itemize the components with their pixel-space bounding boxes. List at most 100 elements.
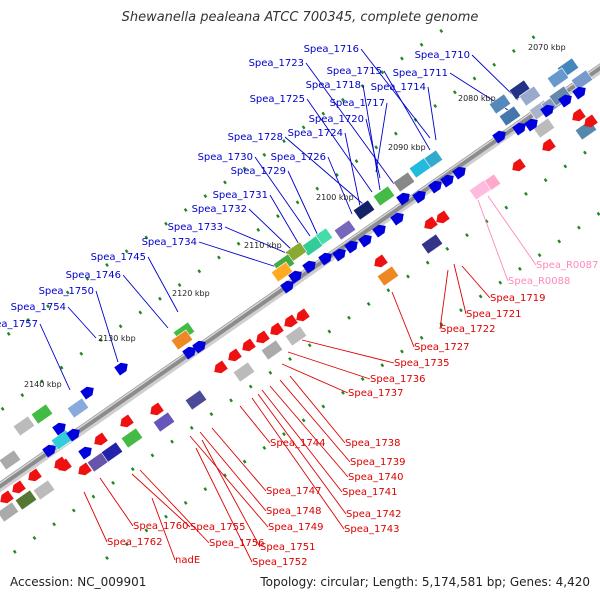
gene-label: Spea_1741 xyxy=(342,487,397,498)
gene-label: Spea_1744 xyxy=(270,438,325,449)
tick-dot xyxy=(12,549,17,554)
tick-dot xyxy=(406,274,410,279)
leader-line xyxy=(365,118,381,179)
tick-dot xyxy=(46,304,50,309)
tick-dot xyxy=(6,331,11,336)
gene-label: Spea_1745 xyxy=(91,252,146,263)
gene-label: Spea_1755 xyxy=(190,522,245,533)
gene-box xyxy=(420,233,444,255)
gene-label: Spea_1760 xyxy=(133,521,188,532)
leader-line xyxy=(427,86,437,141)
leader-line xyxy=(439,269,449,330)
tick-dot xyxy=(236,241,241,246)
gene-label: Spea_1731 xyxy=(213,190,268,201)
forward-gene-arrow xyxy=(66,428,80,442)
forward-gene-arrow xyxy=(80,386,94,400)
leader-line xyxy=(67,306,97,339)
gene-label: Spea_1728 xyxy=(228,132,283,143)
tick-dot xyxy=(459,308,463,313)
forward-gene-arrow xyxy=(288,270,302,284)
gene-box xyxy=(408,157,432,179)
forward-gene-arrow xyxy=(492,130,506,144)
tick-dot xyxy=(327,329,332,334)
gene-label: Spea_1721 xyxy=(466,309,521,320)
forward-gene-arrow xyxy=(390,212,404,226)
gene-box xyxy=(14,489,38,511)
tick-dot xyxy=(262,152,267,157)
tick-dot xyxy=(439,29,444,34)
tick-dot xyxy=(465,233,469,238)
tick-dot xyxy=(307,343,312,348)
gene-label: Spea_1743 xyxy=(344,524,399,535)
reverse-gene-arrow xyxy=(424,216,438,230)
gene-box xyxy=(488,93,512,115)
leader-line xyxy=(360,48,431,139)
tick-dot xyxy=(419,42,424,47)
tick-dot xyxy=(557,239,562,244)
gene-label: Spea_1715 xyxy=(327,66,382,77)
tick-dot xyxy=(563,164,568,169)
tick-dot xyxy=(315,186,320,191)
leader-line xyxy=(239,405,271,444)
tick-dot xyxy=(301,418,306,423)
reverse-gene-arrow xyxy=(150,402,164,416)
tick-dot xyxy=(209,412,214,417)
tick-dot xyxy=(124,249,129,254)
gene-box xyxy=(30,403,54,425)
leader-line xyxy=(257,393,347,515)
gene-box xyxy=(352,199,376,221)
gene-label: Spea_1746 xyxy=(66,270,121,281)
tick-dot xyxy=(400,349,404,354)
dotted-line-2 xyxy=(12,150,587,554)
tick-dot xyxy=(504,205,509,210)
gene-label: Spea_R0087 xyxy=(536,260,598,271)
leader-line xyxy=(375,102,388,173)
tick-dot xyxy=(537,253,542,258)
leader-line xyxy=(201,439,261,548)
gene-label: Spea_R0088 xyxy=(508,276,570,287)
tick-dot xyxy=(354,159,359,164)
leader-line xyxy=(151,497,176,561)
leader-line xyxy=(189,435,269,528)
gene-box xyxy=(532,117,556,139)
gene-label: nadE xyxy=(175,555,200,566)
tick-dot xyxy=(65,290,70,295)
tick-dot xyxy=(52,522,57,527)
leader-line xyxy=(471,54,519,101)
gene-box xyxy=(0,449,22,471)
gene-label: Spea_1725 xyxy=(250,94,305,105)
gene-label: Spea_1762 xyxy=(107,537,162,548)
reverse-gene-arrow xyxy=(120,414,134,428)
tick-dot xyxy=(531,35,536,40)
forward-gene-arrow xyxy=(440,174,454,188)
reverse-gene-arrow xyxy=(374,254,388,268)
leader-line xyxy=(301,339,395,364)
reverse-gene-arrow xyxy=(584,114,598,128)
gene-box xyxy=(333,219,357,241)
tick-dot xyxy=(321,404,326,409)
tick-dot xyxy=(445,246,450,251)
leader-line xyxy=(199,431,267,512)
tick-dot xyxy=(40,379,44,384)
tick-dot xyxy=(242,459,247,464)
gene-box xyxy=(270,261,294,283)
tick-dot xyxy=(203,194,208,199)
forward-gene-arrow xyxy=(42,444,56,458)
gene-box xyxy=(152,411,176,433)
forward-gene-arrow xyxy=(52,422,66,436)
tick-dot xyxy=(229,398,233,403)
tick-dot xyxy=(386,288,391,293)
leader-line xyxy=(248,208,295,253)
tick-dot xyxy=(177,282,182,287)
tick-dot xyxy=(130,467,135,472)
leader-line xyxy=(39,323,71,391)
leader-line xyxy=(305,62,395,185)
forward-gene-arrow xyxy=(540,104,554,118)
leader-line xyxy=(99,477,134,527)
gene-label: Spea_1735 xyxy=(394,358,449,369)
gene-label: Spea_1756 xyxy=(209,538,264,549)
reverse-gene-arrow xyxy=(28,468,42,482)
tick-dot xyxy=(26,318,31,323)
gene-box xyxy=(100,441,124,463)
tick-dot xyxy=(242,166,247,171)
